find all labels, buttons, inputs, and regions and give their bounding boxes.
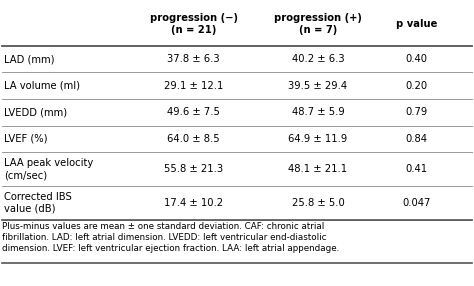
Text: 64.0 ± 8.5: 64.0 ± 8.5 — [167, 134, 220, 144]
Text: 29.1 ± 12.1: 29.1 ± 12.1 — [164, 81, 223, 91]
Text: 55.8 ± 21.3: 55.8 ± 21.3 — [164, 164, 223, 174]
Text: 0.41: 0.41 — [405, 164, 428, 174]
Text: LAD (mm): LAD (mm) — [4, 54, 55, 64]
Text: Plus-minus values are mean ± one standard deviation. CAF: chronic atrial
fibrill: Plus-minus values are mean ± one standar… — [2, 222, 339, 253]
Text: 39.5 ± 29.4: 39.5 ± 29.4 — [288, 81, 347, 91]
Text: 40.2 ± 6.3: 40.2 ± 6.3 — [292, 54, 344, 64]
Text: LA volume (ml): LA volume (ml) — [4, 81, 80, 91]
Text: 17.4 ± 10.2: 17.4 ± 10.2 — [164, 198, 223, 208]
Text: progression (−)
(n = 21): progression (−) (n = 21) — [150, 13, 237, 35]
Text: Corrected IBS
value (dB): Corrected IBS value (dB) — [4, 192, 72, 214]
Text: 48.1 ± 21.1: 48.1 ± 21.1 — [288, 164, 347, 174]
Text: 37.8 ± 6.3: 37.8 ± 6.3 — [167, 54, 220, 64]
Text: 0.79: 0.79 — [405, 107, 428, 117]
Text: p value: p value — [396, 19, 437, 29]
Text: 0.40: 0.40 — [405, 54, 428, 64]
Text: LVEF (%): LVEF (%) — [4, 134, 48, 144]
Text: 0.20: 0.20 — [405, 81, 428, 91]
Text: 0.84: 0.84 — [405, 134, 428, 144]
Text: 25.8 ± 5.0: 25.8 ± 5.0 — [292, 198, 344, 208]
Text: LVEDD (mm): LVEDD (mm) — [4, 107, 67, 117]
Text: 48.7 ± 5.9: 48.7 ± 5.9 — [292, 107, 344, 117]
Text: 49.6 ± 7.5: 49.6 ± 7.5 — [167, 107, 220, 117]
Text: 64.9 ± 11.9: 64.9 ± 11.9 — [288, 134, 347, 144]
Text: LAA peak velocity
(cm/sec): LAA peak velocity (cm/sec) — [4, 158, 93, 180]
Text: progression (+)
(n = 7): progression (+) (n = 7) — [274, 13, 362, 35]
Text: 0.047: 0.047 — [402, 198, 431, 208]
